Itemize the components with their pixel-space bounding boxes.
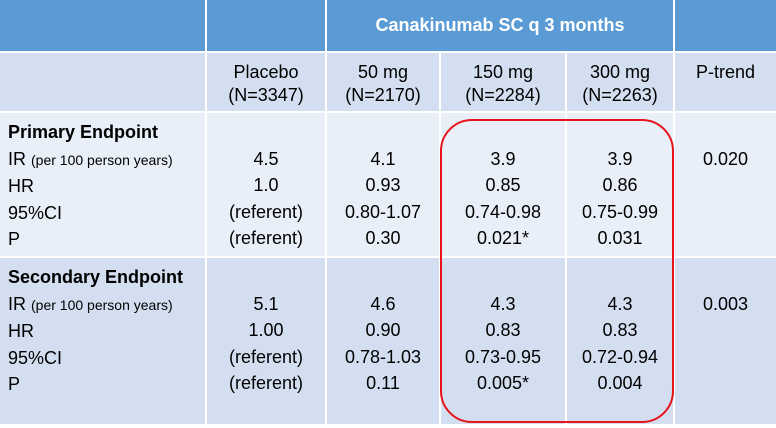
hr-value: 0.93 xyxy=(365,175,401,195)
p-value: (referent) xyxy=(228,373,304,393)
ci-value: (referent) xyxy=(228,201,304,222)
p-label: P xyxy=(8,374,21,394)
ci-value: 0.78-1.03 xyxy=(344,346,422,367)
column-label: 150 mg xyxy=(472,62,534,82)
p-value: 0.005* xyxy=(476,373,530,393)
hr-value: 0.83 xyxy=(602,320,638,340)
p-value: (referent) xyxy=(228,228,304,248)
secondary-endpoint-title: Secondary Endpoint xyxy=(8,267,184,287)
p-value: 0.11 xyxy=(366,373,400,393)
ir-value: 5.1 xyxy=(253,293,279,314)
ci-value: 0.72-0.94 xyxy=(581,346,659,367)
secondary-labels: Secondary Endpoint IR (per 100 person ye… xyxy=(0,257,207,424)
secondary-ptrend: 0.003 xyxy=(674,257,776,424)
hr-label: HR xyxy=(8,321,34,341)
secondary-endpoint-block: Secondary Endpoint IR (per 100 person ye… xyxy=(0,257,776,424)
ci-value: 0.74-0.98 xyxy=(464,201,542,222)
ir-value: 4.3 xyxy=(607,293,633,314)
p-value: 0.031 xyxy=(597,228,643,248)
column-header-150mg: 150 mg (N=2284) xyxy=(440,52,567,113)
primary-150mg: 3.9 0.85 0.74-0.98 0.021* xyxy=(440,112,567,258)
ir-label: IR (per 100 person years) xyxy=(8,148,173,169)
column-label: P-trend xyxy=(696,62,756,82)
hr-value: 0.83 xyxy=(485,320,521,340)
hr-value: 1.0 xyxy=(253,175,279,195)
header-placebo-spacer xyxy=(206,0,327,53)
canakinumab-group-title: Canakinumab SC q 3 months xyxy=(326,0,676,53)
primary-endpoint-title: Primary Endpoint xyxy=(8,122,159,142)
primary-ptrend: 0.020 xyxy=(674,112,776,258)
ci-value: 0.80-1.07 xyxy=(344,201,422,222)
primary-labels: Primary Endpoint IR (per 100 person year… xyxy=(0,112,207,258)
ci-label: 95%CI xyxy=(8,202,63,223)
column-header-50mg: 50 mg (N=2170) xyxy=(326,52,441,113)
p-label: P xyxy=(8,229,21,249)
hr-value: 0.86 xyxy=(602,175,638,195)
header-empty-cell xyxy=(0,0,207,53)
ir-value: 4.1 xyxy=(370,148,396,169)
column-n: (N=3347) xyxy=(228,85,304,105)
ptrend-value: 0.020 xyxy=(703,148,749,169)
ci-value: 0.75-0.99 xyxy=(581,201,659,222)
column-header-row: Placebo (N=3347) 50 mg (N=2170) 150 mg (N=2… xyxy=(0,52,776,113)
ci-value: (referent) xyxy=(228,346,304,367)
column-header-placebo: Placebo (N=3347) xyxy=(206,52,327,113)
primary-50mg: 4.1 0.93 0.80-1.07 0.30 xyxy=(326,112,441,258)
ir-value: 4.6 xyxy=(370,293,396,314)
ir-label: IR (per 100 person years) xyxy=(8,293,173,314)
hr-value: 0.90 xyxy=(365,320,401,340)
ci-value: 0.73-0.95 xyxy=(464,346,542,367)
group-header-row: Canakinumab SC q 3 months xyxy=(0,0,776,53)
column-label: 50 mg xyxy=(357,62,409,82)
ir-value: 3.9 xyxy=(607,148,633,169)
hr-value: 1.00 xyxy=(248,320,284,340)
column-n: (N=2263) xyxy=(582,85,658,105)
column-header-ptrend: P-trend xyxy=(674,52,776,113)
ir-value: 4.3 xyxy=(490,293,516,314)
p-value: 0.021* xyxy=(476,228,530,248)
hr-label: HR xyxy=(8,176,34,196)
ptrend-value: 0.003 xyxy=(703,293,749,314)
ir-value: 4.5 xyxy=(253,148,279,169)
column-label: Placebo xyxy=(233,62,299,82)
secondary-300mg: 4.3 0.83 0.72-0.94 0.004 xyxy=(566,257,676,424)
secondary-50mg: 4.6 0.90 0.78-1.03 0.11 xyxy=(326,257,441,424)
ir-unit: (per 100 person years) xyxy=(31,296,173,313)
column-label: 300 mg xyxy=(589,62,651,82)
primary-endpoint-block: Primary Endpoint IR (per 100 person year… xyxy=(0,112,776,258)
column-n: (N=2170) xyxy=(345,85,421,105)
secondary-150mg: 4.3 0.83 0.73-0.95 0.005* xyxy=(440,257,567,424)
column-n: (N=2284) xyxy=(465,85,541,105)
p-value: 0.004 xyxy=(597,373,643,393)
column-header-300mg: 300 mg (N=2263) xyxy=(566,52,676,113)
primary-300mg: 3.9 0.86 0.75-0.99 0.031 xyxy=(566,112,676,258)
secondary-placebo: 5.1 1.00 (referent) (referent) xyxy=(206,257,327,424)
p-value: 0.30 xyxy=(365,228,401,248)
hr-value: 0.85 xyxy=(485,175,521,195)
column-header-empty xyxy=(0,52,207,113)
primary-placebo: 4.5 1.0 (referent) (referent) xyxy=(206,112,327,258)
header-ptrend-spacer xyxy=(674,0,776,53)
ci-label: 95%CI xyxy=(8,347,63,368)
ir-unit: (per 100 person years) xyxy=(31,151,173,168)
ir-value: 3.9 xyxy=(490,148,516,169)
